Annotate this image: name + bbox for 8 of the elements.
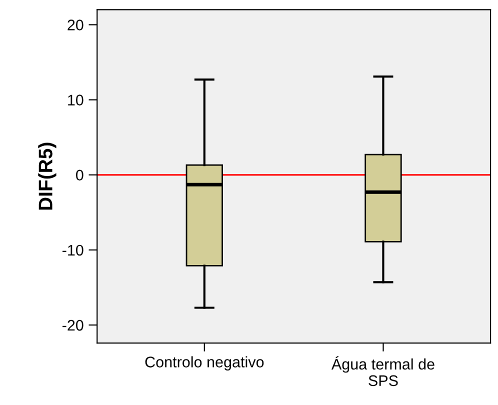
y-tick-label: 10 [68,94,84,106]
x-tick-label: Água termal de SPS [331,356,434,386]
y-tick-label: 0 [76,170,84,181]
y-tick-label: -10 [62,244,84,256]
x-tick-label: Controlo negativo [145,356,264,370]
y-axis-title: DIF(R5) [38,142,56,210]
y-tick-label: 20 [68,20,84,30]
y-tick-label: -20 [62,320,84,331]
